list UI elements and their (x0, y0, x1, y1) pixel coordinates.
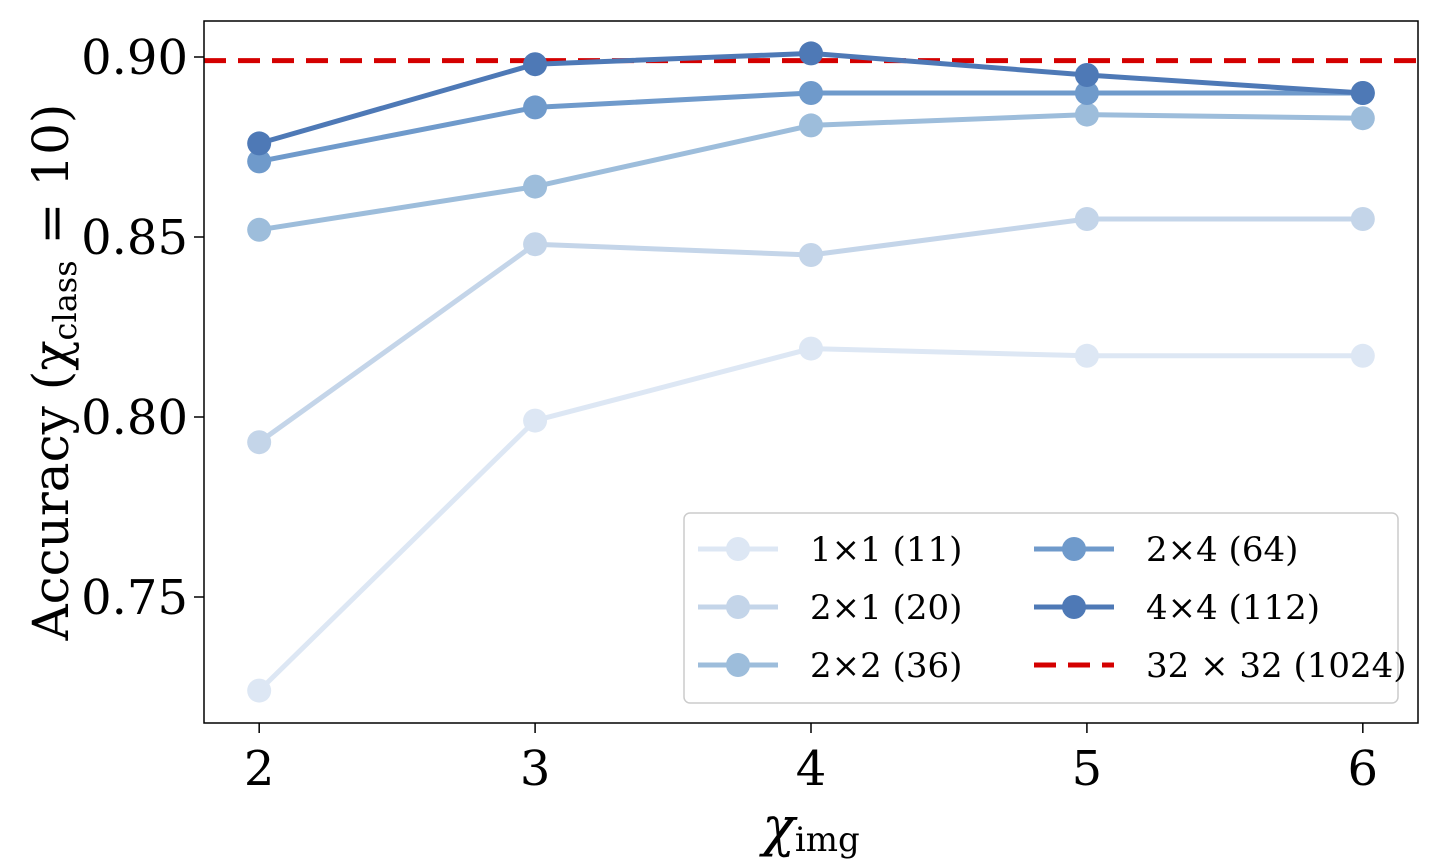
series-2 (247, 207, 1375, 455)
x-tick-label: 5 (1072, 741, 1103, 797)
data-point (247, 430, 272, 455)
legend-label: 32 × 32 (1024) (1146, 646, 1407, 686)
data-point (523, 232, 548, 257)
legend-label: 2×2 (36) (810, 646, 962, 686)
legend-marker (726, 595, 750, 619)
x-tick-label: 2 (244, 741, 275, 797)
legend-marker (726, 537, 750, 561)
data-point (1350, 106, 1375, 131)
data-point (247, 131, 272, 156)
data-point (523, 174, 548, 199)
legend: 1×1 (11) 2×1 (20) 2×2 (36) 2×4 (64) 4×4 (112… (683, 512, 1407, 704)
series-3 (247, 102, 1375, 242)
legend-marker (1062, 537, 1086, 561)
series-5 (247, 41, 1375, 156)
data-point (1074, 63, 1099, 87)
data-point (523, 52, 548, 77)
legend-marker (726, 653, 750, 677)
data-point (799, 336, 823, 361)
legend-label: 2×4 (64) (1146, 530, 1298, 570)
legend-item: 4×4 (112) (1034, 588, 1320, 628)
x-tick-label: 3 (520, 741, 551, 797)
data-point (1074, 343, 1099, 368)
legend-item: 2×2 (36) (698, 646, 962, 686)
data-point (1074, 207, 1099, 231)
axis-ticks: 2 3 4 5 6 0.75 0.80 0.85 0.90 (81, 30, 1378, 797)
y-tick-label: 0.75 (81, 570, 188, 626)
data-point (1074, 102, 1099, 127)
data-point (247, 678, 272, 703)
data-point (247, 217, 272, 242)
data-point (799, 81, 823, 105)
legend-item: 2×1 (20) (698, 588, 962, 628)
legend-label: 2×1 (20) (810, 588, 962, 628)
data-point (1350, 207, 1375, 231)
series-1 (247, 336, 1375, 703)
data-point (1074, 81, 1099, 105)
data-point (799, 243, 823, 267)
data-point (247, 149, 272, 174)
legend-label: 4×4 (112) (1146, 588, 1320, 628)
data-point (799, 113, 823, 138)
x-axis-title: χimg (758, 795, 860, 860)
y-tick-label: 0.80 (81, 390, 188, 446)
legend-marker (1062, 595, 1086, 619)
y-tick-label: 0.90 (81, 30, 188, 86)
data-point (523, 95, 548, 120)
legend-item: 1×1 (11) (698, 530, 962, 570)
x-tick-label: 6 (1348, 741, 1379, 797)
y-axis-title: Accuracy (χclass = 10) (22, 104, 84, 642)
legend-item: 2×4 (64) (1034, 530, 1298, 570)
y-tick-label: 0.85 (81, 210, 188, 266)
data-point (1350, 343, 1375, 368)
legend-label: 1×1 (11) (810, 530, 962, 570)
legend-item: 32 × 32 (1024) (1034, 646, 1407, 686)
plot-area (204, 41, 1418, 703)
data-point (523, 408, 548, 433)
x-tick-label: 4 (796, 741, 827, 797)
data-point (1350, 81, 1375, 105)
data-point (799, 41, 823, 66)
